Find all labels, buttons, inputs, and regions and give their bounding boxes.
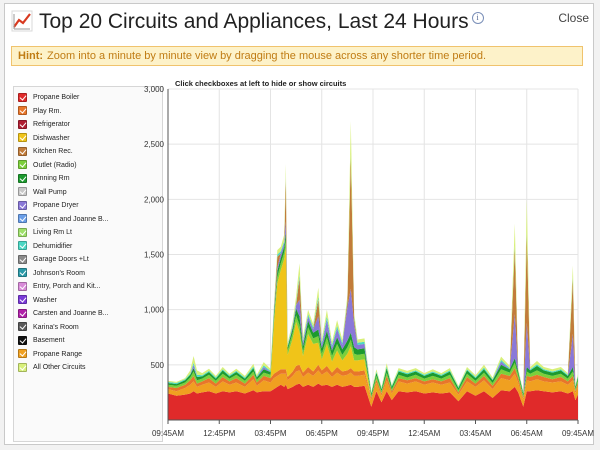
legend-checkbox[interactable] xyxy=(18,268,27,278)
legend-checkbox[interactable] xyxy=(18,160,27,170)
legend-label: Dishwasher xyxy=(33,134,70,142)
hint-label: Hint: xyxy=(18,50,44,62)
legend-item[interactable]: Outlet (Radio) xyxy=(18,160,77,174)
legend-item[interactable]: Dehumidifier xyxy=(18,241,72,255)
legend-checkbox[interactable] xyxy=(18,281,27,291)
y-tick-label: 2,500 xyxy=(144,140,165,149)
x-tick-label: 03:45AM xyxy=(459,429,491,438)
legend-label: Johnson's Room xyxy=(33,269,85,277)
y-tick-label: 2,000 xyxy=(144,195,165,204)
legend-label: Dehumidifier xyxy=(33,242,73,250)
legend-checkbox[interactable] xyxy=(18,322,27,332)
legend-label: Carsten and Joanne B... xyxy=(33,310,109,317)
legend-item[interactable]: Basement xyxy=(18,335,65,349)
legend-item[interactable]: Play Rm. xyxy=(18,106,61,120)
legend-label: Carsten and Joanne B... xyxy=(33,215,109,223)
legend-checkbox[interactable] xyxy=(18,349,27,359)
legend-checkbox[interactable] xyxy=(18,214,27,224)
y-tick-label: 1,000 xyxy=(144,306,165,315)
legend-item[interactable]: Johnson's Room xyxy=(18,268,85,282)
legend-checkbox[interactable] xyxy=(18,227,27,237)
legend-item[interactable]: Propane Dryer xyxy=(18,200,79,214)
legend-item[interactable]: Wall Pump xyxy=(18,187,67,201)
legend-checkbox[interactable] xyxy=(18,106,27,116)
legend-item[interactable]: All Other Circuits xyxy=(18,362,86,376)
x-tick-label: 03:45PM xyxy=(254,429,286,438)
legend-label: All Other Circuits xyxy=(33,364,86,371)
legend-label: Kitchen Rec. xyxy=(33,148,73,155)
legend-checkbox[interactable] xyxy=(18,362,27,372)
legend-item[interactable]: Carsten and Joanne B... xyxy=(18,214,109,228)
legend-item[interactable]: Propane Boiler xyxy=(18,92,79,106)
legend-checkbox[interactable] xyxy=(18,119,27,129)
legend-checkbox[interactable] xyxy=(18,146,27,156)
legend-checkbox[interactable] xyxy=(18,187,27,197)
info-icon[interactable]: i xyxy=(471,12,484,24)
legend-label: Karina's Room xyxy=(33,323,79,331)
legend-label: Play Rm. xyxy=(33,107,62,115)
hint-banner: Hint: Zoom into a minute by minute view b… xyxy=(11,46,583,66)
x-tick-label: 12:45PM xyxy=(203,429,235,438)
legend-item[interactable]: Living Rm Lt xyxy=(18,227,72,241)
legend-checkbox[interactable] xyxy=(18,308,27,318)
series-area-propane-range[interactable] xyxy=(168,370,578,407)
legend-label: Basement xyxy=(33,337,65,344)
legend-label: Propane Range xyxy=(33,350,83,358)
legend-label: Propane Boiler xyxy=(33,94,80,101)
legend-label: Washer xyxy=(33,296,57,304)
legend-item[interactable]: Dinning Rm xyxy=(18,173,70,187)
series-area-propane-boiler[interactable] xyxy=(168,383,578,420)
x-tick-label: 12:45AM xyxy=(408,429,440,438)
x-tick-label: 09:45AM xyxy=(152,429,184,438)
legend-checkbox[interactable] xyxy=(18,92,27,102)
legend-checkbox[interactable] xyxy=(18,241,27,251)
legend-item[interactable]: Dishwasher xyxy=(18,133,70,147)
legend-label: Dinning Rm xyxy=(33,175,70,182)
legend-label: Garage Doors +Lt xyxy=(33,256,89,263)
x-tick-label: 09:45PM xyxy=(357,429,389,438)
legend-item[interactable]: Kitchen Rec. xyxy=(18,146,73,160)
legend-checkbox[interactable] xyxy=(18,200,27,210)
series-area-play-rm-[interactable] xyxy=(168,364,578,401)
x-tick-label: 09:45AM xyxy=(562,429,594,438)
legend-label: Wall Pump xyxy=(33,188,67,196)
legend-label: Entry, Porch and Kit... xyxy=(33,283,101,290)
legend-checkbox[interactable] xyxy=(18,335,27,345)
legend-checkbox[interactable] xyxy=(18,133,27,143)
dialog-title: Top 20 Circuits and Appliances, Last 24 … xyxy=(39,10,484,34)
legend-label: Propane Dryer xyxy=(33,202,79,209)
y-tick-label: 3,000 xyxy=(144,85,165,94)
x-tick-label: 06:45AM xyxy=(511,429,543,438)
legend-checkbox[interactable] xyxy=(18,295,27,305)
legend-label: Outlet (Radio) xyxy=(33,161,77,169)
hint-text: Zoom into a minute by minute view by dra… xyxy=(47,50,487,62)
chart-logo-icon xyxy=(11,10,33,32)
legend-checkbox[interactable] xyxy=(18,254,27,264)
legend-item[interactable]: Garage Doors +Lt xyxy=(18,254,89,268)
close-button[interactable]: Close xyxy=(558,11,589,25)
legend-item[interactable]: Propane Range xyxy=(18,349,82,363)
legend-label: Refrigerator xyxy=(33,121,70,128)
legend-item[interactable]: Carsten and Joanne B... xyxy=(18,308,109,322)
legend-label: Living Rm Lt xyxy=(33,229,72,236)
circuit-legend: Propane Boiler Play Rm. Refrigerator Dishwa… xyxy=(13,86,163,442)
dialog-header: Top 20 Circuits and Appliances, Last 24 … xyxy=(5,4,593,42)
legend-item[interactable]: Washer xyxy=(18,295,57,309)
y-tick-label: 500 xyxy=(151,361,165,370)
y-tick-label: 1,500 xyxy=(144,251,165,260)
legend-item[interactable]: Refrigerator xyxy=(18,119,70,133)
legend-item[interactable]: Karina's Room xyxy=(18,322,79,336)
legend-item[interactable]: Entry, Porch and Kit... xyxy=(18,281,101,295)
x-tick-label: 06:45PM xyxy=(306,429,338,438)
chart-title: Click checkboxes at left to hide or show… xyxy=(175,79,347,88)
legend-checkbox[interactable] xyxy=(18,173,27,183)
